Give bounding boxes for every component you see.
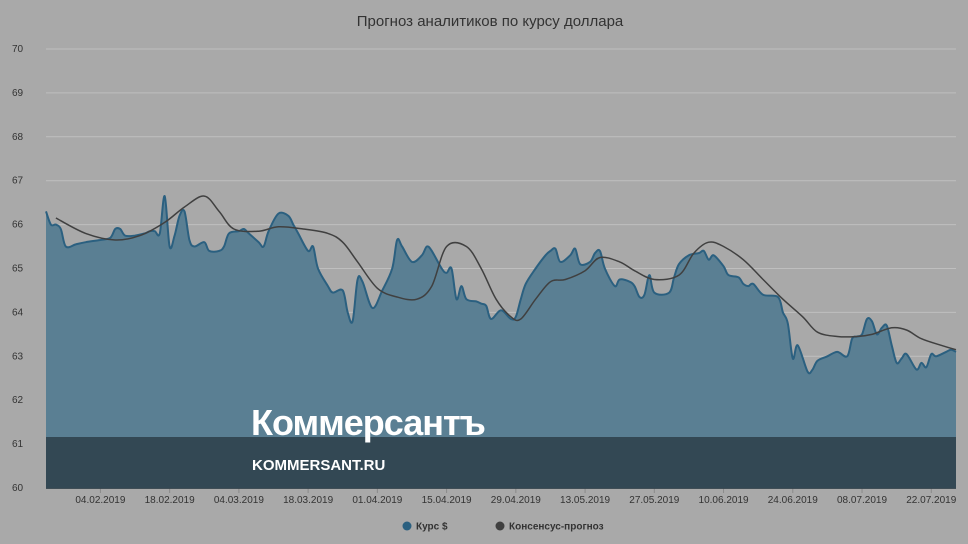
x-tick-label: 08.07.2019 xyxy=(837,495,887,506)
y-tick-label: 69 xyxy=(12,88,24,99)
x-tick-label: 18.03.2019 xyxy=(283,495,333,506)
legend-marker-consensus xyxy=(495,521,505,531)
x-tick-label: 01.04.2019 xyxy=(352,495,402,506)
y-tick-label: 60 xyxy=(12,483,24,494)
y-tick-label: 62 xyxy=(12,395,24,406)
watermark-url: KOMMERSANT.RU xyxy=(252,457,386,474)
legend-marker-usd xyxy=(402,521,412,531)
y-tick-label: 70 xyxy=(12,44,24,55)
series-usd-line xyxy=(45,195,957,375)
y-axis: 60 61 62 63 64 65 66 67 68 69 70 xyxy=(12,44,24,494)
y-tick-label: 63 xyxy=(12,351,24,362)
y-tick-label: 64 xyxy=(12,307,24,318)
chart-title: Прогноз аналитиков по курсу доллара xyxy=(357,13,624,30)
legend-label-usd: Курс $ xyxy=(416,522,448,533)
plot-area xyxy=(45,195,957,488)
y-tick-label: 65 xyxy=(12,264,24,275)
watermark-brand-logo: Коммерсантъ xyxy=(251,402,486,443)
x-tick-label: 04.03.2019 xyxy=(214,495,264,506)
y-tick-label: 61 xyxy=(12,439,24,450)
legend-label-consensus: Консенсус-прогноз xyxy=(509,522,604,533)
x-axis: 04.02.2019 18.02.2019 04.03.2019 18.03.2019… xyxy=(46,487,957,506)
x-tick-label: 27.05.2019 xyxy=(629,495,679,506)
watermark-band xyxy=(46,437,956,489)
x-tick-label: 22.07.2019 xyxy=(906,495,956,506)
series-consensus-line xyxy=(55,195,957,351)
x-tick-label: 15.04.2019 xyxy=(422,495,472,506)
x-tick-label: 18.02.2019 xyxy=(145,495,195,506)
x-tick-label: 04.02.2019 xyxy=(75,495,125,506)
x-tick-label: 10.06.2019 xyxy=(699,495,749,506)
series-usd-area xyxy=(46,195,956,488)
x-tick-label: 13.05.2019 xyxy=(560,495,610,506)
y-tick-label: 68 xyxy=(12,132,24,143)
x-tick-label: 24.06.2019 xyxy=(768,495,818,506)
y-tick-label: 67 xyxy=(12,176,24,187)
x-tick-label: 29.04.2019 xyxy=(491,495,541,506)
legend: Курс $ Консенсус-прогноз xyxy=(402,521,604,533)
y-tick-label: 66 xyxy=(12,220,24,231)
